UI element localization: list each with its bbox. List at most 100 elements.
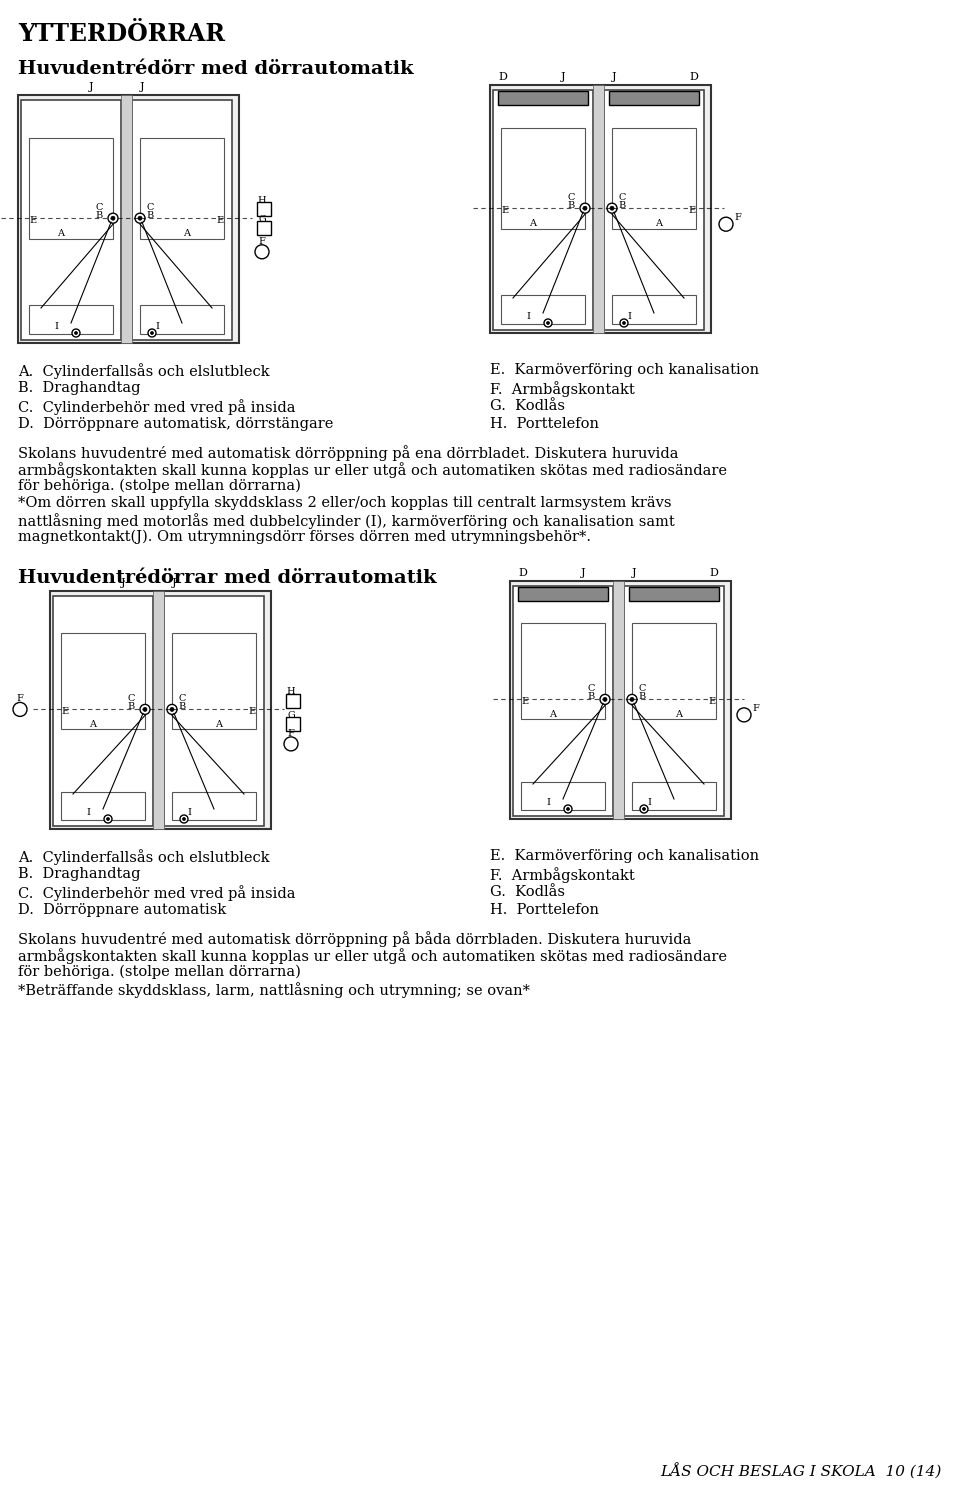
- Text: A: A: [676, 710, 683, 719]
- Bar: [172, 792, 256, 819]
- Text: C: C: [146, 204, 154, 213]
- Text: B: B: [95, 211, 103, 220]
- Text: I: I: [526, 312, 530, 321]
- Bar: [153, 592, 164, 828]
- Circle shape: [180, 815, 188, 822]
- Bar: [50, 592, 271, 828]
- Text: A.  Cylinderfallsås och elslutbleck: A. Cylinderfallsås och elslutbleck: [18, 363, 270, 379]
- Text: D.  Dörröppnare automatisk, dörrstängare: D. Dörröppnare automatisk, dörrstängare: [18, 416, 333, 431]
- Text: A: A: [58, 229, 64, 238]
- Text: D: D: [498, 72, 508, 82]
- Bar: [604, 90, 704, 330]
- Bar: [164, 596, 264, 825]
- Bar: [613, 581, 624, 819]
- Text: Skolans huvudentré med automatisk dörröppning på ena dörrbladet. Diskutera huruv: Skolans huvudentré med automatisk dörröp…: [18, 445, 679, 461]
- Bar: [624, 586, 724, 816]
- Circle shape: [135, 213, 145, 223]
- Text: G.  Kodlås: G. Kodlås: [490, 398, 565, 413]
- Text: J: J: [632, 568, 636, 578]
- Text: F.  Armbågskontakt: F. Armbågskontakt: [490, 380, 635, 397]
- Text: för behöriga. (stolpe mellan dörrarna): för behöriga. (stolpe mellan dörrarna): [18, 965, 300, 980]
- Circle shape: [182, 818, 185, 821]
- Text: B: B: [638, 692, 646, 701]
- Circle shape: [111, 216, 115, 220]
- Text: H.  Porttelefon: H. Porttelefon: [490, 903, 599, 917]
- Text: J: J: [140, 82, 144, 91]
- Text: E: E: [501, 207, 509, 216]
- Bar: [612, 295, 696, 324]
- Text: E: E: [61, 707, 68, 716]
- Text: armbågskontakten skall kunna kopplas ur eller utgå och automatiken skötas med ra: armbågskontakten skall kunna kopplas ur …: [18, 461, 727, 478]
- Bar: [521, 782, 605, 810]
- Circle shape: [107, 818, 109, 821]
- Bar: [632, 623, 716, 719]
- Bar: [257, 202, 271, 216]
- Text: C: C: [128, 695, 134, 704]
- Text: Skolans huvudentré med automatisk dörröppning på båda dörrbladen. Diskutera huru: Skolans huvudentré med automatisk dörröp…: [18, 930, 691, 947]
- Bar: [172, 632, 256, 730]
- Text: E: E: [521, 698, 529, 707]
- Text: J: J: [88, 82, 93, 91]
- Text: E.  Karmöverföring och kanalisation: E. Karmöverföring och kanalisation: [490, 849, 759, 863]
- Text: H.  Porttelefon: H. Porttelefon: [490, 416, 599, 431]
- Text: I: I: [187, 807, 191, 816]
- Circle shape: [544, 319, 552, 327]
- Text: armbågskontakten skall kunna kopplas ur eller utgå och automatiken skötas med ra: armbågskontakten skall kunna kopplas ur …: [18, 948, 727, 963]
- Bar: [513, 586, 613, 816]
- Circle shape: [151, 331, 154, 334]
- Circle shape: [737, 709, 751, 722]
- Text: E.  Karmöverföring och kanalisation: E. Karmöverföring och kanalisation: [490, 363, 759, 377]
- Bar: [61, 632, 145, 730]
- Text: J: J: [581, 568, 586, 578]
- Bar: [609, 91, 699, 105]
- Text: B: B: [128, 703, 134, 712]
- Text: A: A: [183, 229, 190, 238]
- Circle shape: [546, 322, 549, 325]
- Circle shape: [607, 204, 617, 213]
- Text: F: F: [288, 730, 295, 739]
- Bar: [612, 129, 696, 229]
- Text: E: E: [708, 698, 715, 707]
- Bar: [21, 100, 121, 340]
- Text: H: H: [287, 688, 296, 697]
- Circle shape: [255, 244, 269, 259]
- Text: för behöriga. (stolpe mellan dörrarna): för behöriga. (stolpe mellan dörrarna): [18, 479, 300, 493]
- Text: J: J: [561, 72, 565, 82]
- Circle shape: [580, 204, 590, 213]
- Text: LÅS OCH BESLAG I SKOLA  10 (14): LÅS OCH BESLAG I SKOLA 10 (14): [660, 1464, 942, 1480]
- Bar: [53, 596, 153, 825]
- Text: F: F: [258, 237, 265, 246]
- Circle shape: [140, 704, 150, 715]
- Bar: [490, 85, 711, 333]
- Text: B: B: [618, 201, 626, 210]
- Text: E: E: [216, 216, 224, 225]
- Text: E: E: [688, 207, 696, 216]
- Circle shape: [148, 330, 156, 337]
- Bar: [593, 85, 604, 333]
- Text: C.  Cylinderbehör med vred på insida: C. Cylinderbehör med vred på insida: [18, 885, 296, 900]
- Text: *Om dörren skall uppfylla skyddsklass 2 eller/och kopplas till centralt larmsyst: *Om dörren skall uppfylla skyddsklass 2 …: [18, 496, 671, 509]
- Text: G: G: [287, 710, 295, 719]
- Circle shape: [610, 207, 614, 210]
- Text: B.  Draghandtag: B. Draghandtag: [18, 380, 140, 395]
- Text: G: G: [258, 216, 266, 225]
- Text: B: B: [567, 201, 575, 210]
- Circle shape: [630, 698, 634, 701]
- Text: Huvudentrédörrar med dörrautomatik: Huvudentrédörrar med dörrautomatik: [18, 569, 437, 587]
- Text: A: A: [215, 721, 223, 730]
- Bar: [140, 138, 224, 240]
- Bar: [132, 100, 232, 340]
- Text: I: I: [546, 798, 550, 807]
- Text: F: F: [734, 213, 741, 222]
- Text: B.  Draghandtag: B. Draghandtag: [18, 867, 140, 881]
- Circle shape: [640, 804, 648, 813]
- Bar: [18, 94, 239, 343]
- Bar: [286, 694, 300, 707]
- Bar: [501, 129, 585, 229]
- Circle shape: [583, 207, 587, 210]
- Circle shape: [564, 804, 572, 813]
- Text: H: H: [257, 196, 266, 205]
- Text: A: A: [549, 710, 557, 719]
- Text: I: I: [627, 312, 631, 321]
- Text: F.  Armbågskontakt: F. Armbågskontakt: [490, 867, 635, 882]
